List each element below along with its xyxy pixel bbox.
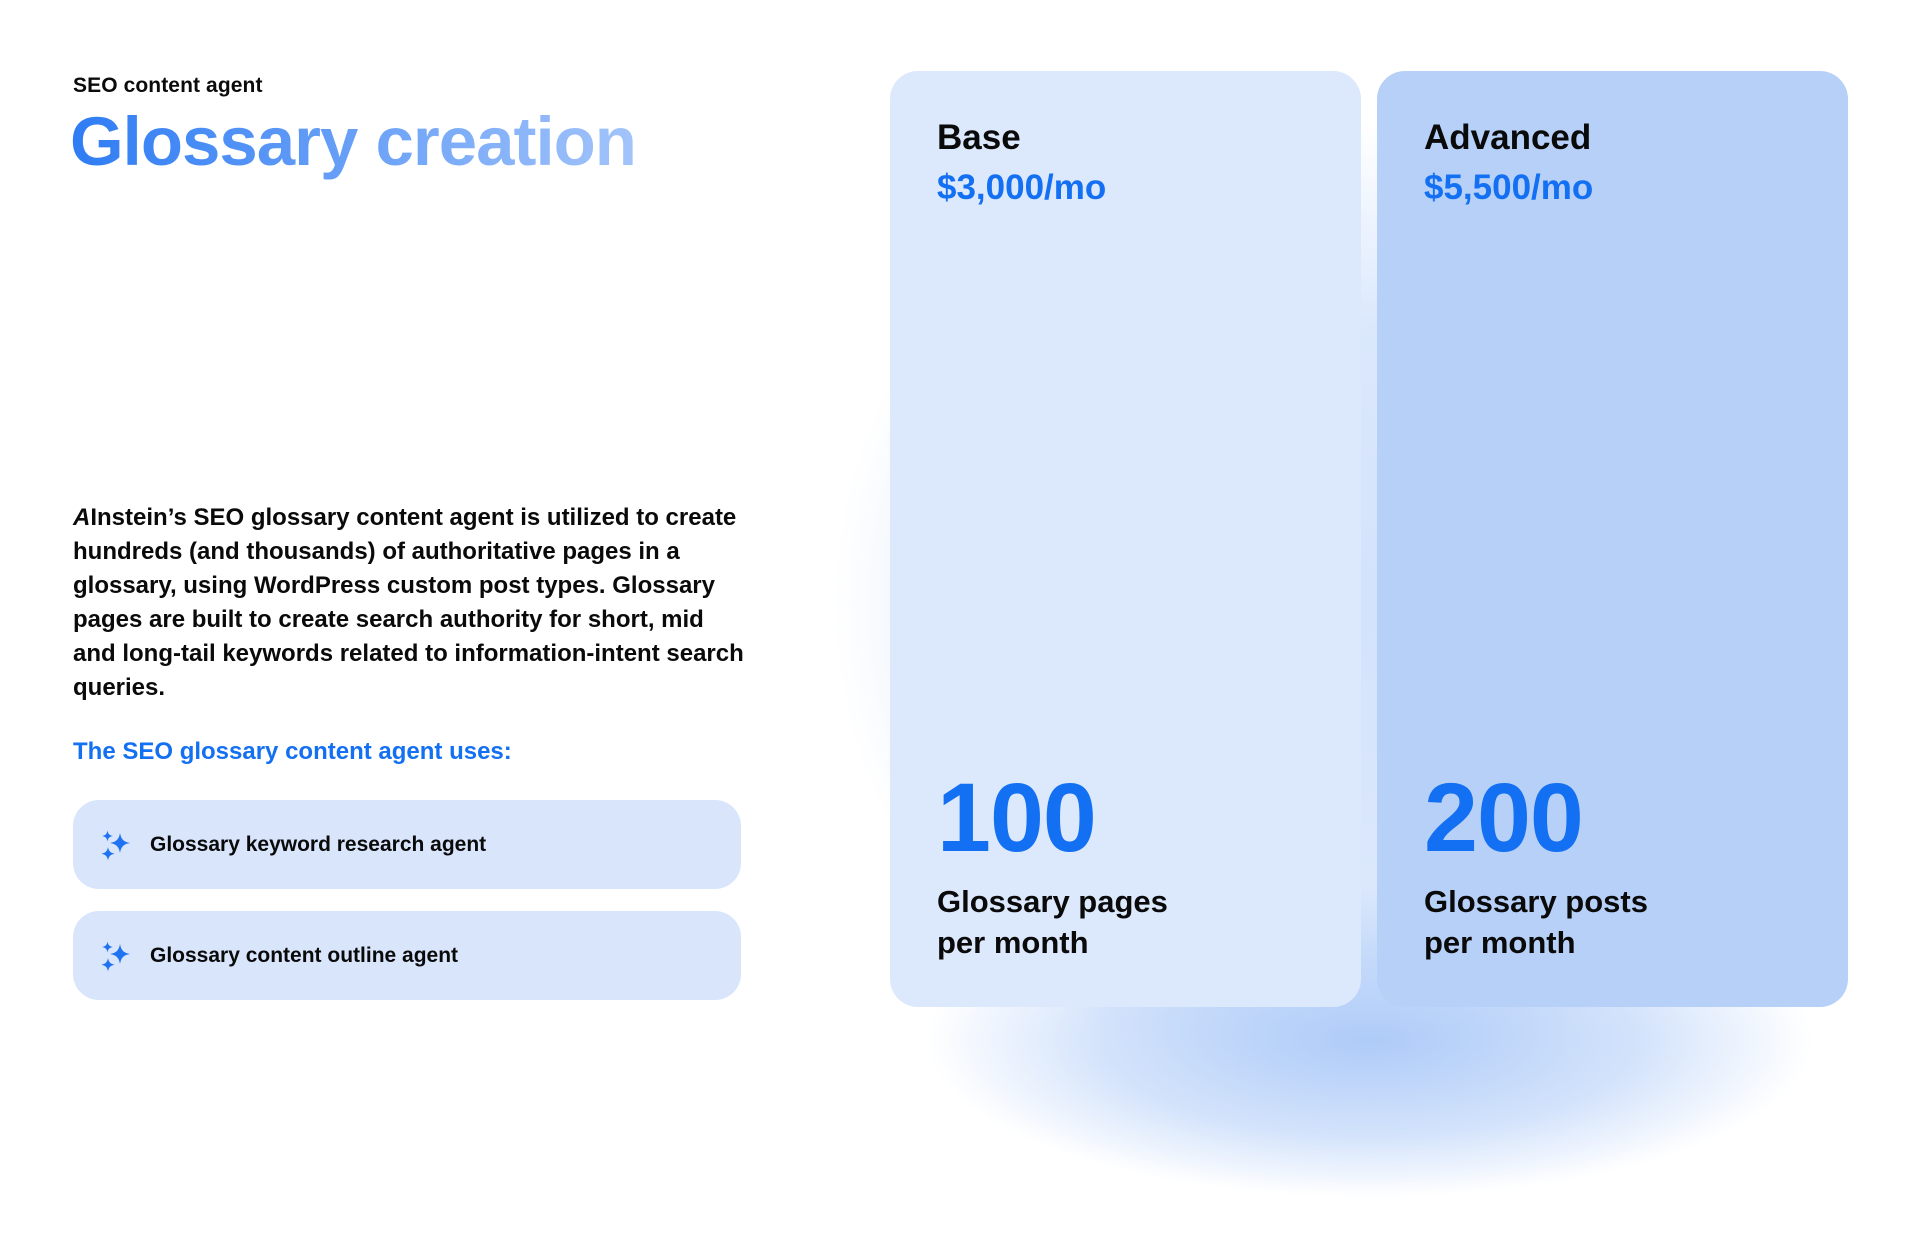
- plan-header: Advanced $5,500/mo: [1424, 117, 1801, 208]
- eyebrow-label: SEO content agent: [73, 74, 263, 97]
- plan-metric: 100 Glossary pages per month: [937, 769, 1314, 963]
- agent-pill-content-outline: Glossary content outline agent: [73, 911, 741, 1000]
- plan-unit: Glossary posts per month: [1424, 881, 1801, 963]
- plan-card-advanced: Advanced $5,500/mo 200 Glossary posts pe…: [1377, 71, 1848, 1007]
- sparkles-icon: [101, 941, 130, 971]
- page-root: SEO content agent Glossary creation AIns…: [70, 0, 1920, 1250]
- agent-pill-keyword-research: Glossary keyword research agent: [73, 800, 741, 889]
- plan-price: $3,000/mo: [937, 168, 1107, 207]
- plan-card-base: Base $3,000/mo 100 Glossary pages per mo…: [890, 71, 1361, 1007]
- plan-name: Base: [937, 118, 1021, 157]
- plan-quantity: 100: [937, 763, 1097, 872]
- plan-name: Advanced: [1424, 118, 1592, 157]
- page-title: Glossary creation: [70, 103, 637, 180]
- uses-heading: The SEO glossary content agent uses:: [73, 738, 512, 765]
- plan-metric: 200 Glossary posts per month: [1424, 769, 1801, 963]
- plan-unit-line1: Glossary pages: [937, 884, 1168, 919]
- plan-unit-line2: per month: [937, 925, 1089, 960]
- sparkles-icon: [101, 830, 130, 860]
- plan-unit-line1: Glossary posts: [1424, 884, 1648, 919]
- plan-unit: Glossary pages per month: [937, 881, 1314, 963]
- plan-unit-line2: per month: [1424, 925, 1576, 960]
- agent-pill-label: Glossary keyword research agent: [150, 832, 487, 856]
- plan-quantity: 200: [1424, 763, 1584, 872]
- plan-header: Base $3,000/mo: [937, 117, 1314, 208]
- plan-price: $5,500/mo: [1424, 168, 1594, 207]
- agent-pill-label: Glossary content outline agent: [150, 943, 459, 967]
- description-paragraph: AInstein’s SEO glossary content agent is…: [73, 504, 744, 701]
